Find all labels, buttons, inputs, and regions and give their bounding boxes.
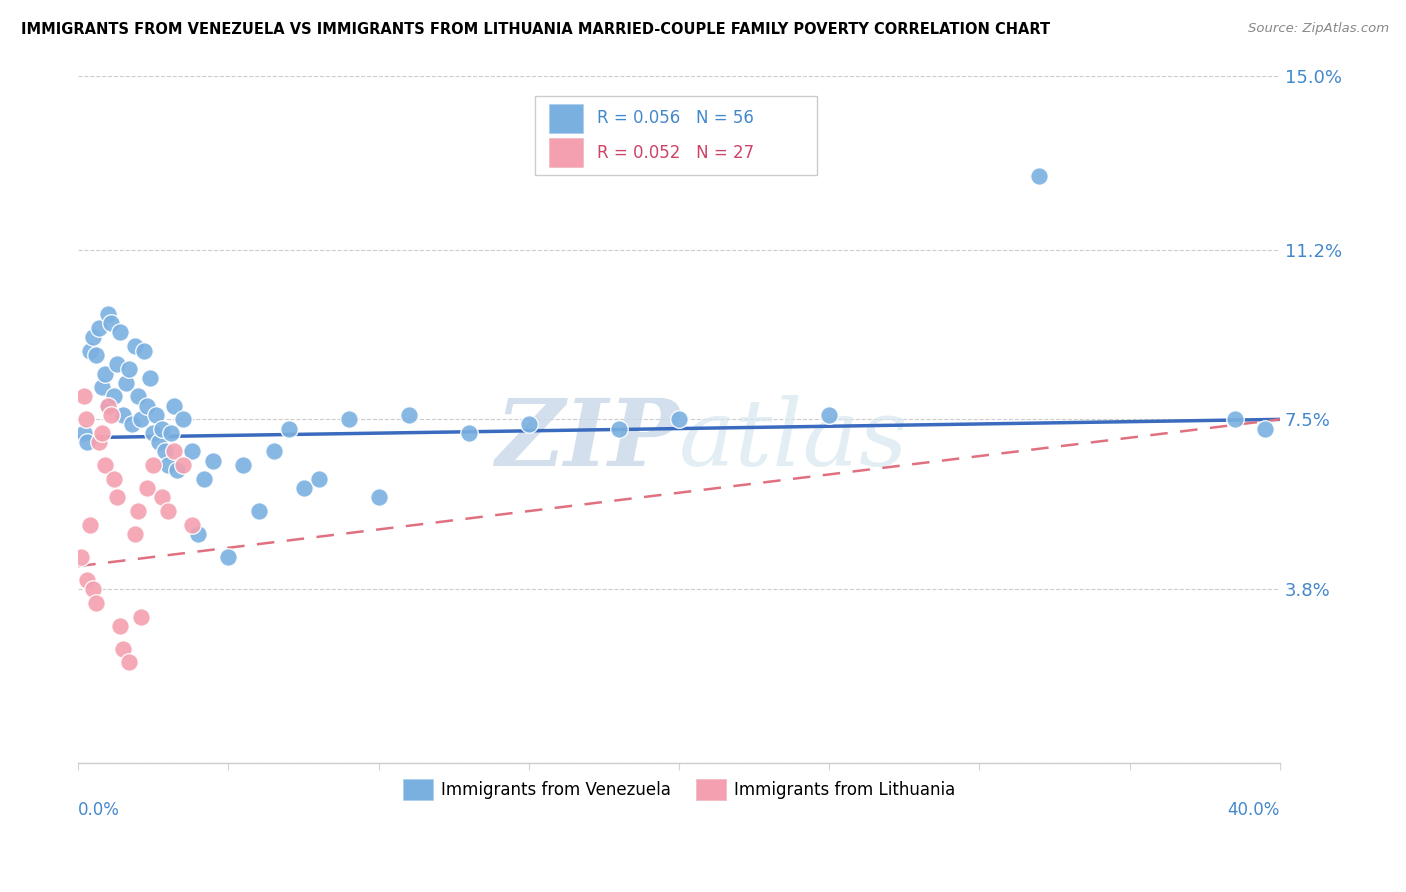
Point [163,399,186,413]
Text: IMMIGRANTS FROM VENEZUELA VS IMMIGRANTS FROM LITHUANIA MARRIED-COUPLE FAMILY POV: IMMIGRANTS FROM VENEZUELA VS IMMIGRANTS … [21,22,1050,37]
Point [115,376,138,390]
Text: 40.0%: 40.0% [1227,801,1279,819]
Point [124,527,146,541]
Point [112,641,135,656]
FancyBboxPatch shape [550,103,583,133]
Point [145,408,167,422]
Point [118,362,141,376]
Point [337,412,360,426]
Point [131,412,153,426]
Point [97,399,120,413]
Point [73,389,96,403]
Point [181,444,204,458]
Point [105,357,128,371]
Point [187,527,209,541]
Point [131,609,153,624]
Point [70,549,93,564]
Point [367,491,389,505]
Point [82,582,104,596]
Point [110,326,132,340]
Point [79,343,101,358]
Point [127,504,149,518]
Point [105,491,128,505]
Point [398,408,420,422]
Point [457,426,479,441]
Point [103,472,125,486]
Point [818,408,841,422]
Point [97,399,120,413]
Point [110,618,132,632]
Point [89,435,111,450]
Point [76,573,98,587]
Point [202,453,225,467]
Point [160,426,183,441]
Point [91,380,114,394]
Point [136,481,159,495]
Point [193,472,215,486]
Text: atlas: atlas [679,395,908,485]
Point [84,348,107,362]
Point [134,343,156,358]
Point [142,458,165,473]
Text: 0.0%: 0.0% [79,801,120,819]
Point [155,444,177,458]
Point [308,472,330,486]
Point [172,458,194,473]
Point [124,339,146,353]
Text: R = 0.056   N = 56: R = 0.056 N = 56 [598,109,754,128]
FancyBboxPatch shape [534,96,817,175]
Point [157,458,180,473]
Point [517,417,540,431]
Point [127,389,149,403]
Point [121,417,143,431]
Text: R = 0.052   N = 27: R = 0.052 N = 27 [598,144,755,161]
Point [76,435,98,450]
Point [75,412,97,426]
Point [163,444,186,458]
Point [217,549,239,564]
Point [247,504,270,518]
Point [172,412,194,426]
Point [150,421,173,435]
Point [181,517,204,532]
Point [668,412,690,426]
Point [1223,412,1246,426]
Text: ZIP: ZIP [495,395,679,485]
Point [148,435,170,450]
Point [263,444,285,458]
Point [292,481,315,495]
Point [232,458,254,473]
Point [84,596,107,610]
Point [118,656,141,670]
Point [100,408,122,422]
Point [607,421,630,435]
Point [157,504,180,518]
Point [94,367,117,381]
Point [139,371,162,385]
Legend: Immigrants from Venezuela, Immigrants from Lithuania: Immigrants from Venezuela, Immigrants fr… [396,772,962,806]
Point [103,389,125,403]
Text: Source: ZipAtlas.com: Source: ZipAtlas.com [1249,22,1389,36]
Point [73,426,96,441]
Point [150,491,173,505]
Point [1254,421,1277,435]
Point [166,463,188,477]
Point [142,426,165,441]
Point [136,399,159,413]
Point [277,421,299,435]
Point [112,408,135,422]
Point [82,330,104,344]
Point [1028,169,1050,184]
Point [91,426,114,441]
Point [97,307,120,321]
Point [100,316,122,330]
Point [89,320,111,334]
Point [79,517,101,532]
FancyBboxPatch shape [550,138,583,167]
Point [94,458,117,473]
